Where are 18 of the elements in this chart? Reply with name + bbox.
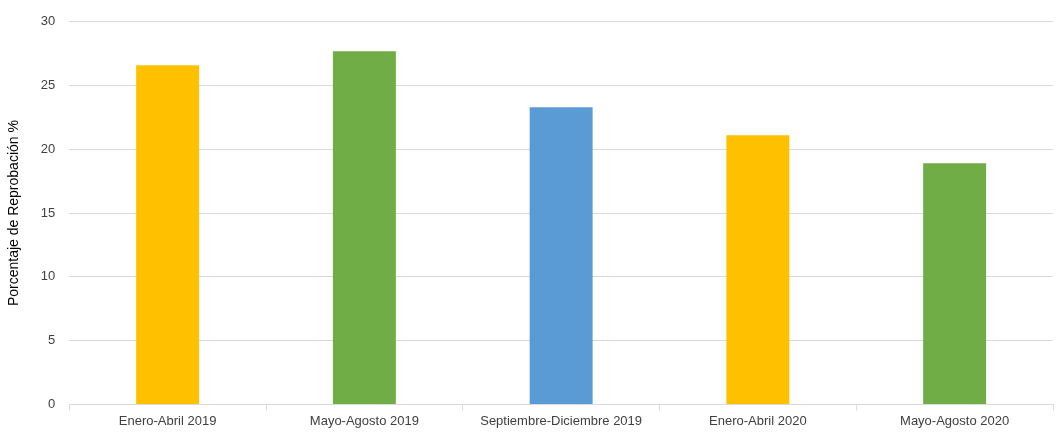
x-tick-label: Mayo-Agosto 2019 (309, 412, 419, 428)
y-tick-label: 25 (40, 77, 56, 93)
x-tick-label: Mayo-Agosto 2020 (900, 412, 1010, 428)
x-tick-label: Septiembre-Diciembre 2019 (480, 412, 643, 428)
y-tick-label: 0 (48, 395, 56, 411)
x-tick-label: Enero-Abril 2019 (118, 412, 217, 428)
x-tick-label: Enero-Abril 2020 (709, 412, 807, 428)
bar (529, 107, 593, 404)
bar (332, 51, 396, 404)
y-axis-title: Porcentaje de Reprobación % (5, 120, 22, 307)
bar (136, 65, 200, 404)
y-tick-label: 30 (40, 13, 56, 29)
y-tick-label: 5 (48, 332, 56, 348)
y-tick-label: 15 (40, 204, 56, 220)
bar (726, 135, 790, 404)
y-tick-label: 10 (40, 268, 56, 284)
y-tick-label: 20 (40, 140, 56, 156)
bar (923, 163, 987, 404)
